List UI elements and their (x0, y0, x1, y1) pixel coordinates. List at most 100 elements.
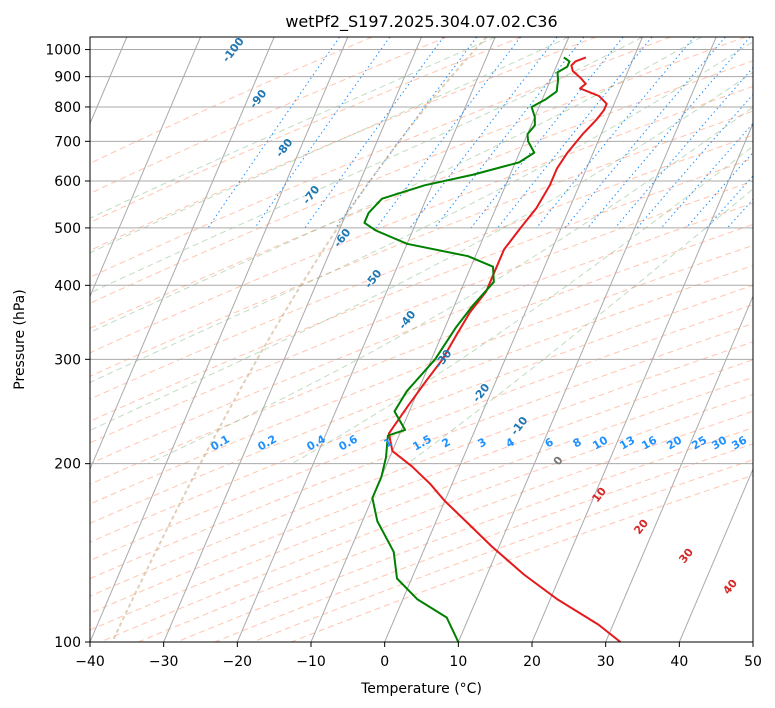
y-axis-title: Pressure (hPa) (12, 289, 28, 389)
dry-adiabat-line (90, 85, 753, 354)
y-tick-label: 800 (54, 100, 81, 116)
isotherm-line (90, 37, 349, 642)
mixing-ratio-label: 0.4 (305, 432, 329, 453)
mixing-ratio-label: 36 (729, 433, 749, 452)
x-tick-label: 0 (380, 654, 389, 670)
moist-adiabat-label: 40 (720, 577, 740, 597)
mixing-ratio-line (254, 37, 391, 229)
mixing-ratio-line (409, 37, 558, 229)
dry-adiabat-line (90, 110, 753, 377)
dry-adiabat-label: -20 (470, 381, 493, 405)
moist-adiabat-label: 20 (631, 517, 651, 537)
y-tick-label: 400 (54, 278, 81, 294)
isotherm-line (163, 37, 422, 642)
dry-adiabat-line (90, 37, 597, 252)
dry-adiabat-line (90, 359, 753, 614)
dry-adiabat-label: 0 (551, 454, 566, 468)
isotherm-line (531, 122, 753, 642)
dry-adiabat-label: -70 (300, 183, 323, 207)
x-tick-label: −40 (75, 654, 105, 670)
mixing-ratio-label: 30 (709, 433, 729, 452)
dry-adiabat-line (90, 37, 447, 195)
y-tick-label: 200 (54, 457, 81, 473)
chart-title: wetPf2_S197.2025.304.07.02.C36 (285, 12, 557, 32)
isotherm-line (752, 640, 753, 642)
moist-adiabat-line (90, 37, 702, 333)
mixing-ratio-line (536, 37, 695, 229)
mixing-ratio-line (614, 66, 753, 229)
mixing-ratio-line (304, 37, 445, 229)
mixing-ratio-label: 4 (504, 435, 517, 450)
moist-adiabat-line (90, 41, 753, 383)
plot-area: -100-90-80-70-60-50-40-30-20-10010203040… (89, 35, 754, 643)
mixing-ratio-label: 8 (571, 435, 584, 450)
mixing-ratio-line (207, 37, 341, 229)
mixing-ratio-line (470, 37, 624, 229)
moist-adiabat-line (90, 71, 753, 431)
dry-adiabat-line (90, 202, 753, 465)
y-tick-label: 300 (54, 352, 81, 368)
x-tick-label: 20 (523, 654, 541, 670)
y-tick-label: 600 (54, 174, 81, 190)
line-label-layer: -100-90-80-70-60-50-40-30-20-10010203040… (209, 35, 750, 597)
dry-adiabat-line (90, 134, 753, 400)
mixing-ratio-line (497, 37, 653, 229)
mixing-ratio-line (685, 151, 753, 229)
dry-adiabat-line (90, 37, 746, 304)
y-tick-label: 900 (54, 70, 81, 86)
x-tick-label: −30 (149, 654, 179, 670)
isotherm-line (605, 295, 753, 642)
mixing-ratio-label: 16 (639, 433, 659, 452)
y-tick-label: 100 (54, 635, 81, 651)
isotherm-line (310, 37, 570, 642)
dry-adiabat-line (90, 284, 753, 543)
dry-adiabat-label: -60 (331, 226, 354, 250)
dry-adiabat-line (90, 304, 753, 562)
x-axis: −40 −30 −20 −10 0 10 20 30 40 50 (75, 642, 762, 670)
mixing-ratio-label: 3 (476, 435, 489, 450)
mixing-ratio-label: 0.2 (256, 432, 279, 453)
moist-adiabat-label: 10 (589, 485, 609, 505)
mixing-ratio-label: 1.5 (411, 432, 434, 453)
dry-adiabat-line (90, 157, 753, 422)
x-tick-label: −20 (223, 654, 253, 670)
isotherm-line (236, 37, 496, 642)
series-temperature-line (387, 56, 622, 642)
x-axis-title: Temperature (°C) (360, 681, 482, 697)
dry-adiabat-line (90, 180, 753, 444)
y-tick-label: 500 (54, 221, 81, 237)
moist-adiabat-line (90, 37, 496, 219)
y-tick-label: 1000 (45, 43, 81, 59)
moist-adiabat-line (407, 188, 753, 465)
isotherm-line (678, 467, 753, 642)
dry-adiabat-label: -80 (273, 136, 296, 160)
dry-adiabat-line (90, 376, 753, 631)
x-tick-label: 50 (744, 654, 762, 670)
x-tick-label: −10 (296, 654, 326, 670)
mixing-ratio-line (375, 37, 521, 229)
isotherm-line (457, 37, 717, 642)
isotherm-line (90, 37, 275, 471)
mixing-ratio-line (564, 37, 726, 229)
plot-frame (89, 36, 754, 643)
mixing-ratio-line (636, 93, 753, 229)
moist-adiabat-label: 30 (676, 546, 696, 566)
x-tick-label: 40 (670, 654, 688, 670)
dry-adiabat-line (90, 341, 753, 597)
mixing-ratio-line (434, 37, 585, 229)
mixing-ratio-label: 25 (689, 434, 709, 453)
dry-adiabat-line (90, 60, 753, 329)
dry-adiabat-label: -50 (362, 267, 385, 291)
x-tick-label: 10 (449, 654, 467, 670)
background-reference-lines (90, 37, 753, 642)
mixing-ratio-label: 0.1 (209, 432, 232, 453)
mixing-ratio-line (727, 198, 753, 229)
series-layer (363, 56, 622, 642)
dry-adiabat-label: -10 (508, 414, 531, 438)
series-dewpoint-line (363, 56, 571, 642)
moist-adiabat-line (90, 37, 643, 294)
mixing-ratio-label: 13 (617, 434, 637, 453)
dry-adiabat-line (90, 322, 753, 580)
isotherm-line (384, 37, 643, 642)
